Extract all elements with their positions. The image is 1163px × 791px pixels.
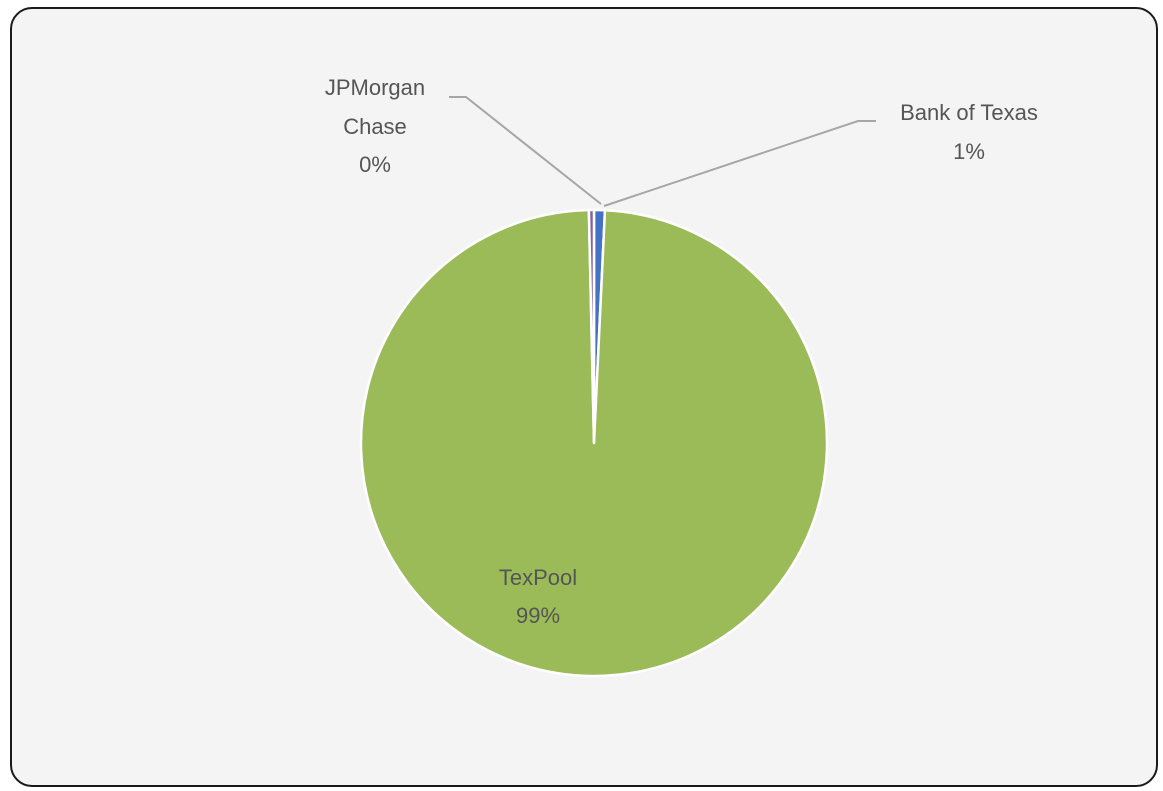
slice-label-texpool: TexPool	[499, 565, 577, 590]
leader-line-bank-of-texas	[603, 120, 876, 207]
slice-label-jpmorgan-chase-line2: Chase	[343, 114, 407, 139]
slice-percent-texpool: 99%	[516, 603, 560, 628]
leader-line-jpmorgan-chase	[449, 96, 602, 205]
slice-label-bank-of-texas: Bank of Texas	[900, 100, 1038, 125]
slice-jpmorgan-chase	[587, 208, 596, 445]
slice-label-jpmorgan-chase: JPMorgan	[325, 75, 425, 100]
slice-percent-jpmorgan-chase: 0%	[359, 152, 391, 177]
slice-percent-bank-of-texas: 1%	[953, 139, 985, 164]
